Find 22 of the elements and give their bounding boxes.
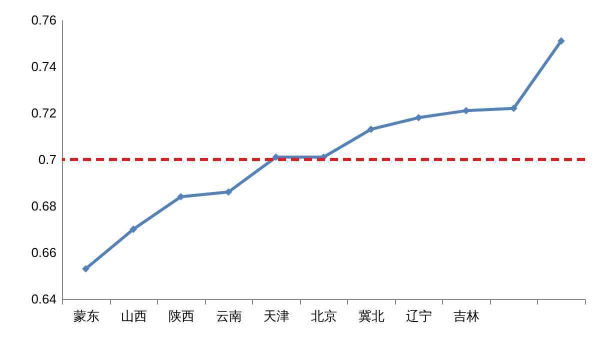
point — [224, 188, 232, 196]
y-tick-label: 0.64 — [31, 292, 56, 306]
y-tick-label: 0.7 — [38, 152, 56, 167]
point — [414, 114, 422, 122]
y-tick-label: 0.68 — [31, 198, 56, 214]
x-tick-label: 蒙东 — [73, 308, 100, 324]
x-tick-label: 陕西 — [168, 308, 194, 324]
x-tick-label: 山西 — [120, 308, 147, 324]
x-tick-label: 天津 — [263, 308, 290, 324]
point — [367, 126, 375, 133]
x-tick-label: 吉林 — [454, 308, 480, 324]
x-tick-label: 北京 — [311, 308, 337, 324]
y-tick-label: 0.76 — [31, 12, 56, 28]
y-tick-label: 0.72 — [31, 106, 56, 120]
y-tick-label: 0.74 — [31, 59, 56, 74]
x-tick-label: 冀北 — [358, 308, 385, 324]
point — [558, 37, 565, 45]
x-tick-label: 云南 — [216, 308, 242, 324]
point — [82, 265, 90, 272]
point — [130, 226, 138, 233]
x-tick-label: 辽宁 — [406, 308, 432, 324]
y-tick-label: 0.66 — [31, 245, 56, 260]
